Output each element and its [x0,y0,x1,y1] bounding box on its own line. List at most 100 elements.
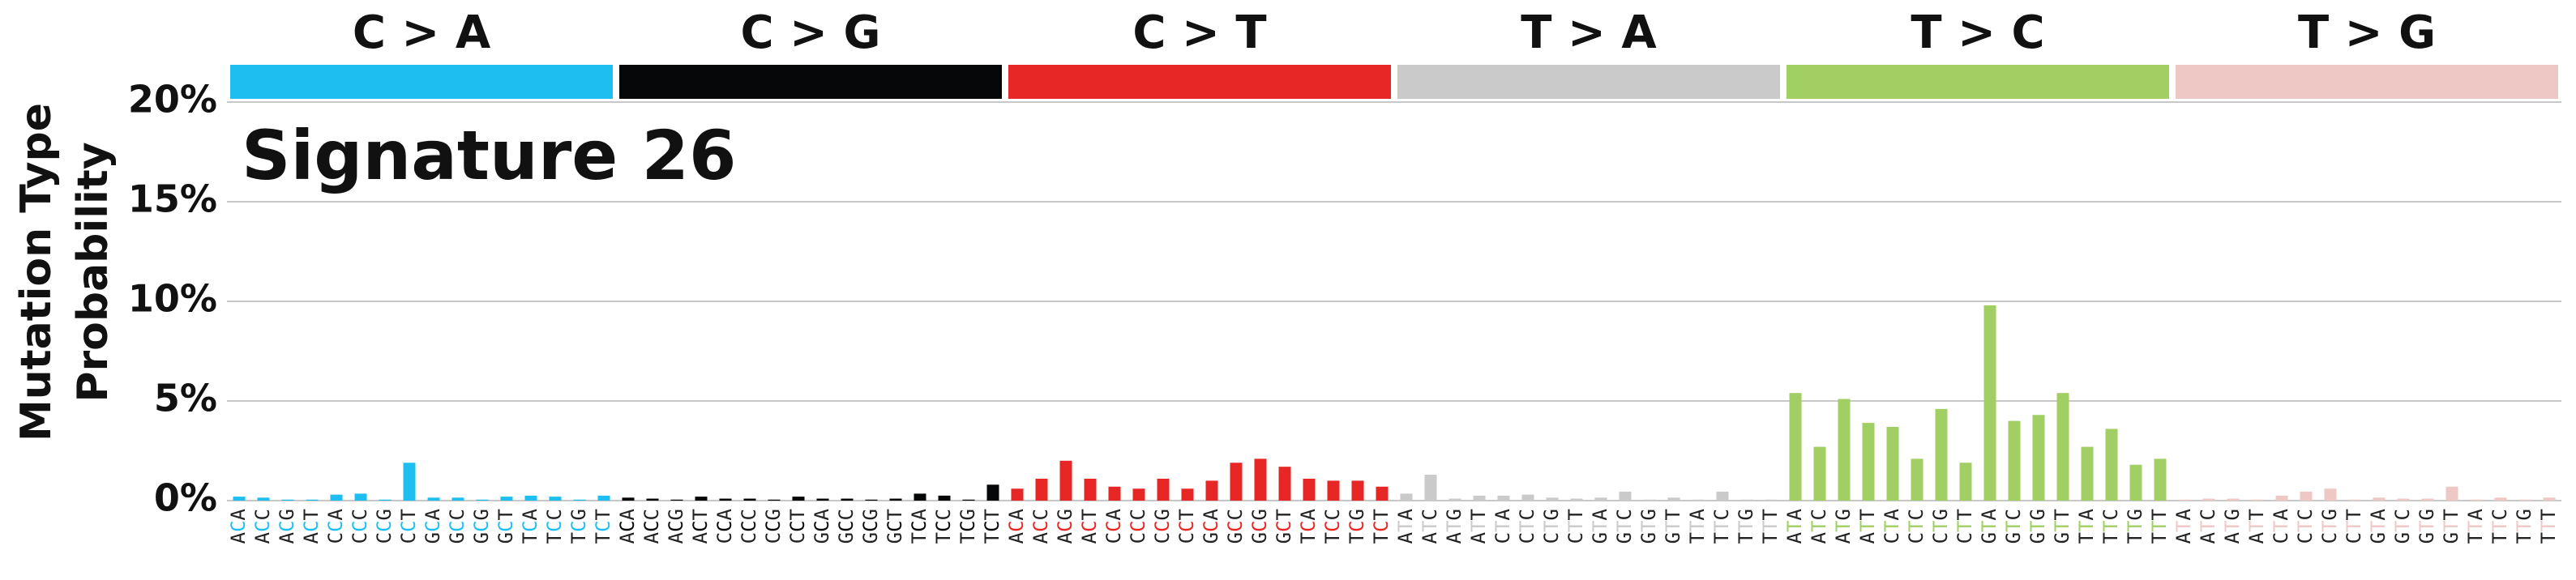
y-tick-label: 20% [128,78,217,122]
x-tick-label: TCA [1297,508,1320,544]
x-tick-char: A [1200,508,1222,520]
x-tick-char: G [1248,532,1271,544]
x-tick-char: C [494,520,517,531]
x-tick-label: CCG [762,509,785,544]
x-tick-char: A [2464,508,2487,520]
x-tick-char: A [1102,508,1125,520]
x-tick-char: C [1054,520,1076,531]
x-tick-char: T [2075,520,2098,531]
x-tick-char: T [1759,509,1782,520]
bar [379,499,392,501]
x-tick-char: C [738,520,760,531]
x-tick-label: TTC [2099,509,2122,544]
x-tick-char: G [884,532,906,544]
x-tick-char: C [543,520,566,531]
bar [1740,499,1753,501]
x-tick-char: T [2440,520,2463,531]
bar [2348,499,2361,501]
x-tick-char: T [2440,509,2463,520]
bar [2421,498,2434,501]
group-label: C > G [741,6,881,59]
x-tick-char: C [616,520,639,531]
x-tick-char: T [2464,532,2487,544]
bar [1400,493,1413,501]
x-tick-label: TTG [2513,509,2535,544]
x-tick-char: C [1321,509,1344,520]
bar [1278,467,1291,501]
x-tick-char: T [1370,532,1393,544]
x-tick-char: T [1905,520,1928,531]
x-tick-label: TCC [543,509,566,544]
x-tick-char: T [494,509,517,520]
bar [1059,460,1072,501]
x-tick-label: GTG [2026,509,2049,544]
x-tick-char: C [373,520,396,531]
x-tick-char: T [1346,532,1368,544]
x-tick-char: C [2197,509,2219,520]
x-tick-char: T [1564,520,1587,531]
x-tick-label: TCG [956,509,979,544]
x-tick-label: CCA [324,508,347,544]
x-tick-char: C [2318,532,2341,544]
x-tick-char: G [956,509,979,520]
x-tick-char: G [446,532,469,544]
x-tick-char: T [592,509,614,520]
x-tick-label: TCG [567,509,590,544]
x-tick-label: TCC [1321,509,1344,544]
x-tick-label: GCG [1248,509,1271,544]
x-tick-char: A [665,531,687,544]
x-tick-label: GCG [859,509,882,544]
x-tick-label: CTG [1929,509,1952,544]
bar [2227,498,2240,501]
x-tick-char: T [592,532,614,544]
x-tick-char: G [2391,532,2414,544]
x-tick-char: C [640,509,663,520]
x-tick-char: T [1419,520,1441,531]
x-tick-char: G [1613,532,1636,544]
bar [938,495,951,501]
x-tick-label: TCA [519,508,541,544]
bar [500,497,513,501]
x-tick-char: C [2099,509,2122,520]
x-tick-char: G [2026,509,2049,520]
group-band [230,65,613,99]
x-tick-char: C [1127,509,1149,520]
x-tick-label: GCA [1200,508,1222,544]
x-tick-char: G [1273,532,1295,544]
x-tick-label: GCT [1273,509,1295,544]
x-tick-label: ATG [1832,509,1855,544]
x-tick-char: A [908,508,931,520]
bar [1546,497,1559,501]
x-tick-char: T [300,509,323,520]
x-tick-char: C [762,520,785,531]
x-tick-label: ACG [276,509,298,544]
x-tick-char: C [908,520,931,531]
x-tick-char: T [2148,509,2171,520]
x-tick-char: T [2391,520,2414,531]
x-tick-char: G [470,532,493,544]
x-tick-label: GTT [2051,509,2073,544]
x-tick-label: ACG [665,509,687,544]
x-tick-label: CTC [1516,509,1538,544]
bar [476,499,489,501]
x-tick-char: T [2245,509,2268,520]
x-tick-label: ACT [300,509,323,544]
x-tick-char: T [2124,532,2146,544]
x-tick-char: A [519,508,541,520]
x-tick-char: T [2367,520,2390,531]
x-tick-char: T [2099,532,2122,544]
x-tick-char: C [373,532,396,544]
x-tick-char: G [470,509,493,520]
x-tick-char: A [1808,531,1830,544]
x-tick-char: T [2537,509,2560,520]
bar [2445,486,2458,501]
x-tick-label: ACA [227,508,250,544]
group-label: T > C [1911,6,2044,59]
x-tick-label: ATT [1856,509,1879,544]
bar [2251,499,2264,501]
x-tick-char: C [2294,509,2317,520]
x-tick-char: T [567,532,590,544]
x-tick-label: ATC [2197,509,2219,544]
x-tick-label: CCC [738,509,760,544]
x-tick-char: C [1905,532,1928,544]
